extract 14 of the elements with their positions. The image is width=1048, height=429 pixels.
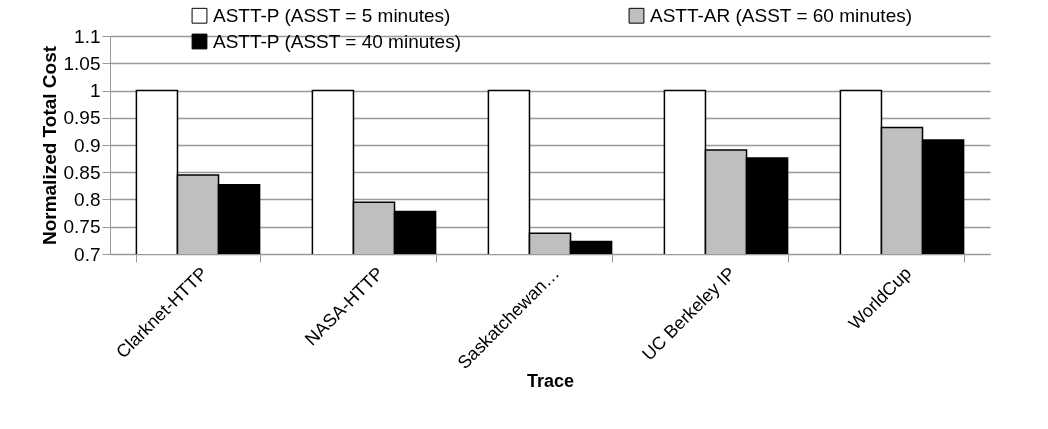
legend-label: ASTT-P (ASST = 40 minutes)	[213, 30, 461, 52]
legend-label: ASTT-P (ASST = 5 minutes)	[213, 4, 451, 26]
y-tick-label: 0.75	[63, 216, 101, 238]
y-tick-label: 0.95	[63, 107, 101, 129]
y-tick-label: 0.8	[74, 189, 101, 210]
y-tick-label: 1.1	[74, 25, 101, 47]
x-axis-title: Trace	[526, 370, 575, 391]
y-tick-label: 1.05	[63, 52, 101, 74]
y-tick-label: 0.85	[63, 161, 101, 183]
y-tick-label: 1	[89, 80, 101, 101]
y-tick-label: 0.9	[74, 134, 101, 156]
legend-label: ASTT-AR (ASST = 60 minutes)	[650, 4, 913, 26]
y-tick-label: 0.7	[74, 243, 101, 265]
y-axis-title: Normalized Total Cost	[38, 45, 60, 246]
